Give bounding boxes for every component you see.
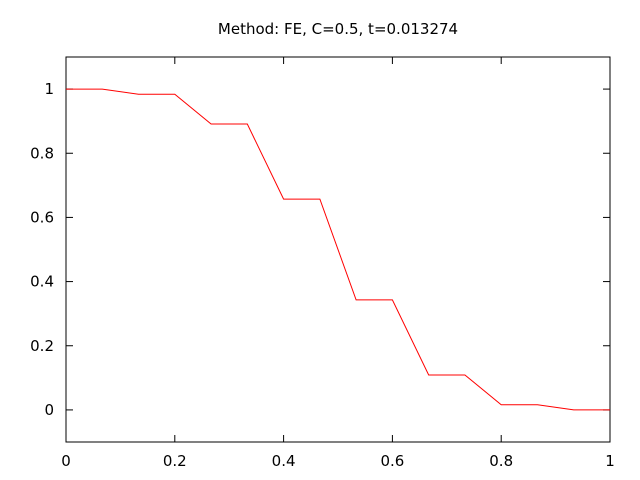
y-tick-label: 0.8 xyxy=(30,144,54,162)
x-tick-label: 0.8 xyxy=(489,452,513,470)
data-point xyxy=(283,199,284,200)
x-tick-label: 0 xyxy=(61,452,71,470)
y-tick-label: 0.4 xyxy=(30,273,54,291)
data-point xyxy=(501,404,502,405)
data-point xyxy=(102,89,103,90)
axis-tick-labels: 0 0.2 0.4 0.6 0.8 1 0 0.2 0.4 0.6 0.8 1 xyxy=(30,80,615,470)
data-point xyxy=(537,404,538,405)
data-point xyxy=(138,94,139,95)
axis-ticks xyxy=(65,57,611,442)
data-point xyxy=(247,124,248,125)
data-point xyxy=(319,199,320,200)
data-point xyxy=(211,124,212,125)
y-tick-label: 0.6 xyxy=(30,208,54,226)
data-point xyxy=(464,374,465,375)
x-tick-label: 0.2 xyxy=(163,452,187,470)
y-tick-label: 0.2 xyxy=(30,337,54,355)
x-tick-label: 0.4 xyxy=(272,452,296,470)
data-point xyxy=(573,409,574,410)
y-tick-label: 0 xyxy=(44,401,54,419)
data-point xyxy=(392,299,393,300)
plot-frame xyxy=(65,56,611,443)
x-tick-label: 0.6 xyxy=(380,452,404,470)
series-line xyxy=(66,88,610,411)
data-point xyxy=(174,94,175,95)
chart-title: Method: FE, C=0.5, t=0.013274 xyxy=(218,20,458,38)
y-tick-label: 1 xyxy=(44,80,54,98)
series-layer xyxy=(66,88,611,411)
data-point xyxy=(66,89,67,90)
data-point xyxy=(428,374,429,375)
data-point xyxy=(356,299,357,300)
data-point xyxy=(610,409,611,410)
x-tick-label: 1 xyxy=(605,452,615,470)
